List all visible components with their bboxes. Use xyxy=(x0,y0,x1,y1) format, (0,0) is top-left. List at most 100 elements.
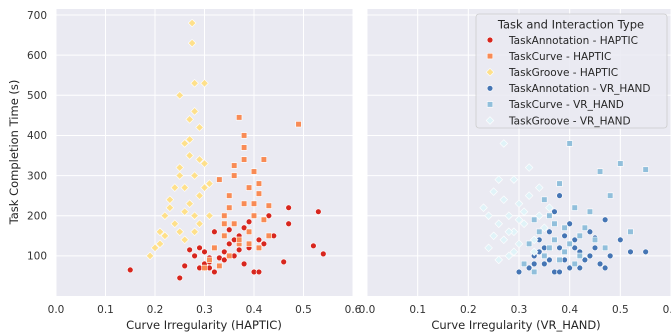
data-point xyxy=(211,244,218,251)
data-point xyxy=(185,199,194,208)
data-point xyxy=(519,207,529,216)
data-point xyxy=(484,243,493,253)
data-point xyxy=(145,251,155,261)
data-point xyxy=(195,191,204,200)
data-point xyxy=(546,228,553,235)
data-point xyxy=(601,264,609,272)
data-point xyxy=(240,260,248,268)
y-tick-label: 400 xyxy=(27,130,47,142)
data-point xyxy=(241,132,248,139)
data-point xyxy=(596,260,604,268)
data-point xyxy=(185,151,194,160)
series-taskcurve-haptic xyxy=(201,114,302,272)
data-point xyxy=(255,268,263,276)
legend-box xyxy=(475,13,668,129)
data-point xyxy=(535,211,544,220)
data-point xyxy=(176,274,183,282)
data-point xyxy=(180,139,189,148)
data-point xyxy=(285,204,292,211)
legend-entry-label: TaskGroove - HAPTIC xyxy=(508,67,618,79)
data-point xyxy=(514,215,524,224)
data-point xyxy=(211,228,218,235)
data-point xyxy=(235,246,243,254)
data-point xyxy=(561,232,568,239)
data-point xyxy=(221,212,228,219)
data-point xyxy=(556,256,563,263)
y-tick-label: 500 xyxy=(27,90,47,102)
data-point xyxy=(260,156,268,163)
data-point xyxy=(216,262,223,269)
data-point xyxy=(627,248,634,256)
data-point xyxy=(606,252,614,260)
y-tick-label: 700 xyxy=(27,10,47,22)
data-point xyxy=(591,244,599,252)
data-point xyxy=(265,202,272,209)
legend-entry-label: TaskAnnotation - HAPTIC xyxy=(508,35,638,47)
data-point xyxy=(200,159,209,168)
data-point xyxy=(226,252,233,259)
legend-marker xyxy=(485,116,495,125)
data-point xyxy=(205,179,214,188)
data-point xyxy=(320,250,327,258)
data-point xyxy=(205,211,214,220)
data-point xyxy=(180,235,189,245)
data-point xyxy=(315,208,322,215)
data-point xyxy=(185,135,194,144)
legend-title: Task and Interaction Type xyxy=(497,18,644,32)
data-point xyxy=(541,196,548,203)
data-point xyxy=(175,227,184,237)
x-tick-label: 0.3 xyxy=(511,304,528,316)
data-point xyxy=(241,144,248,151)
data-point xyxy=(190,227,199,237)
legend-entry-label: TaskCurve - VR_HAND xyxy=(508,99,624,111)
data-point xyxy=(236,236,243,243)
data-point xyxy=(591,236,599,243)
data-point xyxy=(541,252,548,259)
data-point xyxy=(241,200,248,207)
data-point xyxy=(195,123,204,132)
data-point xyxy=(551,208,558,215)
data-point xyxy=(581,256,589,264)
data-point xyxy=(484,211,493,220)
data-point xyxy=(160,211,170,220)
data-point xyxy=(191,252,198,260)
data-point xyxy=(556,244,563,252)
data-point xyxy=(531,268,538,276)
data-point xyxy=(642,166,649,173)
data-point xyxy=(265,212,273,219)
series-taskcurve-vr-hand xyxy=(520,140,649,276)
data-point xyxy=(479,203,488,212)
data-point xyxy=(155,239,165,249)
legend-marker xyxy=(485,67,495,77)
x-tick-label: 0.6 xyxy=(663,304,671,316)
data-point xyxy=(601,216,609,223)
data-point xyxy=(541,260,548,268)
data-point xyxy=(556,268,563,276)
data-point xyxy=(531,216,538,223)
data-point xyxy=(165,203,175,212)
x-tick-label: 0.1 xyxy=(97,304,114,316)
x-tick-label: 0.2 xyxy=(460,304,477,316)
data-point xyxy=(494,255,503,265)
data-point xyxy=(546,212,553,219)
data-point xyxy=(526,240,533,247)
data-point xyxy=(231,162,238,169)
data-point xyxy=(185,115,194,124)
data-point xyxy=(566,264,573,272)
series-taskgroove-vr-hand xyxy=(479,139,554,265)
data-point xyxy=(602,244,609,251)
data-point xyxy=(617,236,624,244)
data-point xyxy=(221,256,228,264)
x-axis-label-left: Curve Irregularity (HAPTIC) xyxy=(126,318,282,332)
y-tick-label: 600 xyxy=(27,50,47,62)
legend-marker xyxy=(486,85,494,92)
legend-entry-label: TaskCurve - HAPTIC xyxy=(508,51,611,63)
data-point xyxy=(255,180,263,187)
data-point xyxy=(245,228,253,235)
data-point xyxy=(260,240,268,248)
data-point xyxy=(186,246,193,254)
x-tick-label: 0.0 xyxy=(48,304,65,316)
data-point xyxy=(175,163,184,172)
y-axis-label: Task Completion Time (s) xyxy=(7,80,21,226)
data-point xyxy=(226,226,233,233)
